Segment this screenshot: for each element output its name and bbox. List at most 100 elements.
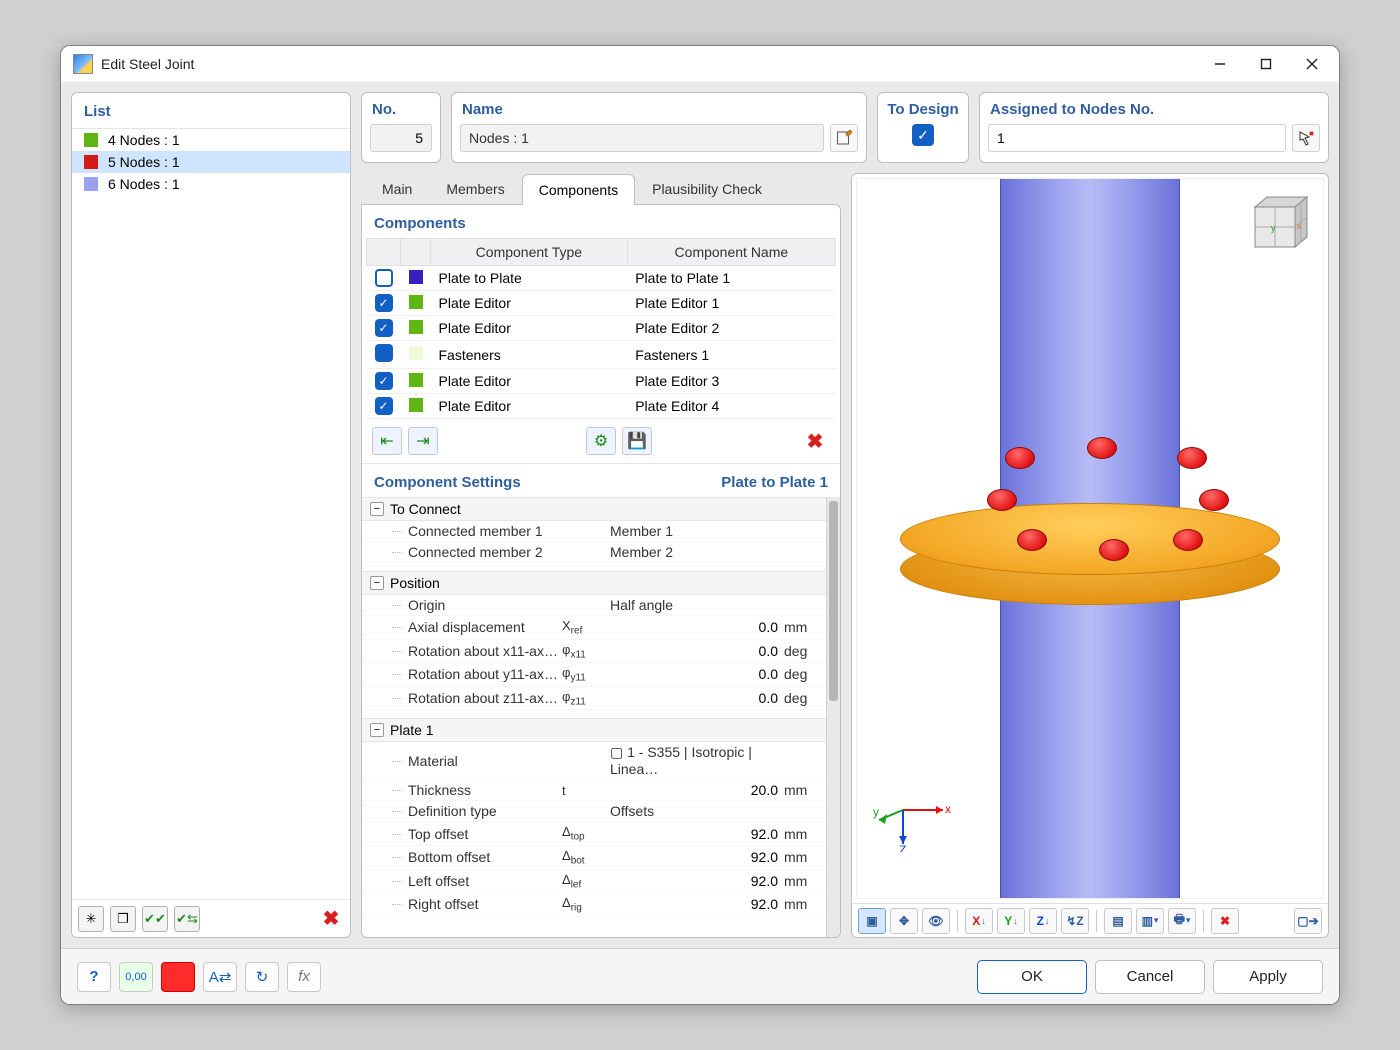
component-checkbox[interactable]: [375, 344, 393, 362]
maximize-button[interactable]: [1243, 48, 1289, 80]
viewport-view-y-button[interactable]: Y↓: [997, 908, 1025, 934]
library-button[interactable]: ⚙: [586, 427, 616, 455]
units-button[interactable]: 0,00: [119, 962, 153, 992]
property-label: Origin: [362, 597, 562, 613]
viewport-view-x-button[interactable]: X↓: [965, 908, 993, 934]
property-value: ▢ 1 - S355 | Isotropic | Linea…: [610, 744, 784, 777]
viewport-print-button[interactable]: 🖶▾: [1168, 908, 1196, 934]
model-bolt: [1099, 539, 1129, 561]
list-item-label: 4 Nodes : 1: [108, 132, 180, 148]
function-button[interactable]: fx: [287, 962, 321, 992]
cancel-button[interactable]: Cancel: [1095, 960, 1205, 994]
pick-nodes-button[interactable]: [1292, 124, 1320, 152]
viewport-axes-toggle-button[interactable]: ✥: [890, 908, 918, 934]
settings-property-row[interactable]: Connected member 1 Member 1: [362, 521, 826, 542]
list-item[interactable]: 4 Nodes : 1: [72, 129, 350, 151]
tab-members[interactable]: Members: [429, 173, 521, 204]
settings-group-header[interactable]: −Plate 1: [362, 718, 826, 742]
close-button[interactable]: [1289, 48, 1335, 80]
model-bolt: [1199, 489, 1229, 511]
uncheck-all-button[interactable]: ✔⇆: [174, 906, 200, 932]
delete-component-button[interactable]: ✖: [800, 427, 830, 455]
settings-property-row[interactable]: Rotation about y11-ax… φy11 0.0 deg: [362, 663, 826, 687]
delete-item-button[interactable]: ✖: [318, 906, 344, 932]
viewport-view-z-button[interactable]: Z↓: [1029, 908, 1057, 934]
property-label: Left offset: [362, 873, 562, 889]
model-flange-upper: [900, 503, 1280, 575]
to-design-checkbox[interactable]: ✓: [912, 124, 934, 146]
component-row[interactable]: ✓ Plate Editor Plate Editor 1: [367, 291, 836, 316]
component-row[interactable]: ✓ Plate to Plate Plate to Plate 1: [367, 266, 836, 291]
property-value: Member 2: [610, 544, 784, 560]
save-component-button[interactable]: 💾: [622, 427, 652, 455]
settings-group-header[interactable]: −Position: [362, 571, 826, 595]
apply-button[interactable]: Apply: [1213, 960, 1323, 994]
collapse-icon[interactable]: −: [370, 576, 384, 590]
settings-property-row[interactable]: Definition type Offsets: [362, 801, 826, 822]
viewport-view-iso-button[interactable]: ↯Z: [1061, 908, 1089, 934]
settings-group-header[interactable]: −To Connect: [362, 497, 826, 521]
viewport-eye-toggle-button[interactable]: 👁: [922, 908, 950, 934]
move-left-button[interactable]: ⇤: [372, 427, 402, 455]
property-value: 20.0: [610, 782, 784, 798]
tab-main[interactable]: Main: [365, 173, 429, 204]
settings-property-row[interactable]: Origin Half angle: [362, 595, 826, 616]
property-label: Axial displacement: [362, 619, 562, 635]
settings-property-row[interactable]: Material ▢ 1 - S355 | Isotropic | Linea…: [362, 742, 826, 780]
list-item[interactable]: 6 Nodes : 1: [72, 173, 350, 195]
collapse-icon[interactable]: −: [370, 723, 384, 737]
component-checkbox[interactable]: ✓: [375, 319, 393, 337]
new-item-button[interactable]: ✳: [78, 906, 104, 932]
edit-name-button[interactable]: [830, 124, 858, 152]
property-value: 0.0: [610, 666, 784, 682]
ok-button[interactable]: OK: [977, 960, 1087, 994]
settings-property-row[interactable]: Left offset Δlef 92.0 mm: [362, 870, 826, 894]
font-button[interactable]: A⇄: [203, 962, 237, 992]
viewport-render-1-button[interactable]: ▤: [1104, 908, 1132, 934]
collapse-icon[interactable]: −: [370, 502, 384, 516]
viewport-delete-view-button[interactable]: ✖: [1211, 908, 1239, 934]
component-row[interactable]: ✓ Plate Editor Plate Editor 2: [367, 316, 836, 341]
col-component-type: Component Type: [431, 239, 628, 266]
viewport-detach-button[interactable]: ▢➔: [1294, 908, 1322, 934]
component-checkbox[interactable]: ✓: [375, 397, 393, 415]
component-checkbox[interactable]: ✓: [375, 294, 393, 312]
help-button[interactable]: ?: [77, 962, 111, 992]
svg-text:x: x: [1297, 221, 1302, 231]
component-checkbox[interactable]: ✓: [375, 269, 393, 287]
check-all-button[interactable]: ✔✔: [142, 906, 168, 932]
tab-components[interactable]: Components: [522, 174, 635, 205]
nav-cube[interactable]: y x: [1235, 187, 1315, 261]
list-item[interactable]: 5 Nodes : 1: [72, 151, 350, 173]
color-swatch: [84, 133, 98, 147]
settings-property-row[interactable]: Rotation about z11-ax… φz11 0.0 deg: [362, 687, 826, 711]
settings-property-row[interactable]: Top offset Δtop 92.0 mm: [362, 822, 826, 846]
name-input[interactable]: [460, 124, 824, 152]
component-row[interactable]: ✓ Plate Editor Plate Editor 4: [367, 394, 836, 419]
move-right-button[interactable]: ⇥: [408, 427, 438, 455]
viewport-view-mode-button[interactable]: ▣: [858, 908, 886, 934]
color-button[interactable]: [161, 962, 195, 992]
settings-property-row[interactable]: Thickness t 20.0 mm: [362, 780, 826, 801]
viewport-render-2-button[interactable]: ▥▾: [1136, 908, 1164, 934]
refresh-button[interactable]: ↻: [245, 962, 279, 992]
viewport-3d[interactable]: x y Z: [856, 178, 1324, 899]
no-input[interactable]: [370, 124, 432, 152]
component-row[interactable]: Fasteners Fasteners 1: [367, 341, 836, 369]
component-checkbox[interactable]: ✓: [375, 372, 393, 390]
property-symbol: Δlef: [562, 872, 610, 891]
settings-title: Component Settings: [374, 474, 521, 491]
minimize-button[interactable]: [1197, 48, 1243, 80]
settings-property-row[interactable]: Axial displacement Xref 0.0 mm: [362, 616, 826, 640]
component-row[interactable]: ✓ Plate Editor Plate Editor 3: [367, 369, 836, 394]
tab-plausibility-check[interactable]: Plausibility Check: [635, 173, 779, 204]
settings-property-row[interactable]: Rotation about x11-ax… φx11 0.0 deg: [362, 640, 826, 664]
settings-scrollbar[interactable]: [826, 497, 840, 937]
property-symbol: t: [562, 783, 610, 798]
assigned-input[interactable]: [988, 124, 1286, 152]
settings-property-row[interactable]: Bottom offset Δbot 92.0 mm: [362, 846, 826, 870]
settings-property-row[interactable]: Connected member 2 Member 2: [362, 542, 826, 563]
copy-item-button[interactable]: ❐: [110, 906, 136, 932]
settings-property-row[interactable]: Right offset Δrig 92.0 mm: [362, 893, 826, 917]
to-design-label: To Design: [877, 93, 968, 124]
